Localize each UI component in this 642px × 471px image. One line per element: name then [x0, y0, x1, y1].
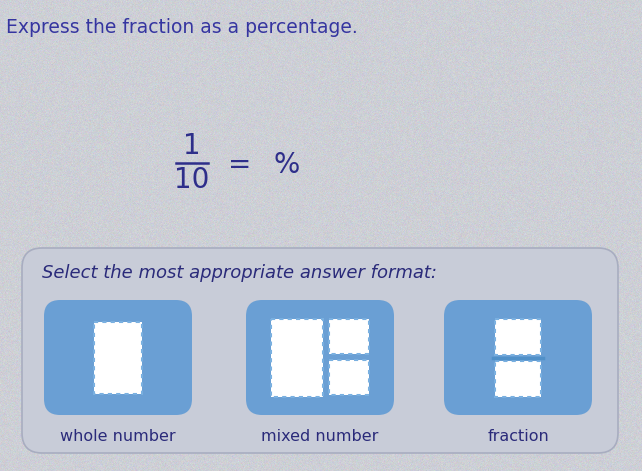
FancyBboxPatch shape	[495, 318, 541, 355]
Text: 10: 10	[175, 166, 210, 194]
Text: whole number: whole number	[60, 429, 176, 444]
FancyBboxPatch shape	[444, 300, 592, 415]
FancyBboxPatch shape	[94, 322, 142, 393]
Text: Select the most appropriate answer format:: Select the most appropriate answer forma…	[42, 264, 437, 282]
FancyBboxPatch shape	[271, 318, 323, 397]
FancyBboxPatch shape	[329, 318, 369, 354]
Text: fraction: fraction	[487, 429, 549, 444]
Text: 1: 1	[183, 132, 201, 160]
FancyBboxPatch shape	[329, 359, 369, 395]
FancyBboxPatch shape	[495, 360, 541, 397]
Text: %: %	[274, 151, 300, 179]
FancyBboxPatch shape	[44, 300, 192, 415]
Text: =: =	[229, 151, 252, 179]
FancyBboxPatch shape	[22, 248, 618, 453]
Text: Express the fraction as a percentage.: Express the fraction as a percentage.	[6, 18, 358, 37]
Text: mixed number: mixed number	[261, 429, 379, 444]
FancyBboxPatch shape	[246, 300, 394, 415]
